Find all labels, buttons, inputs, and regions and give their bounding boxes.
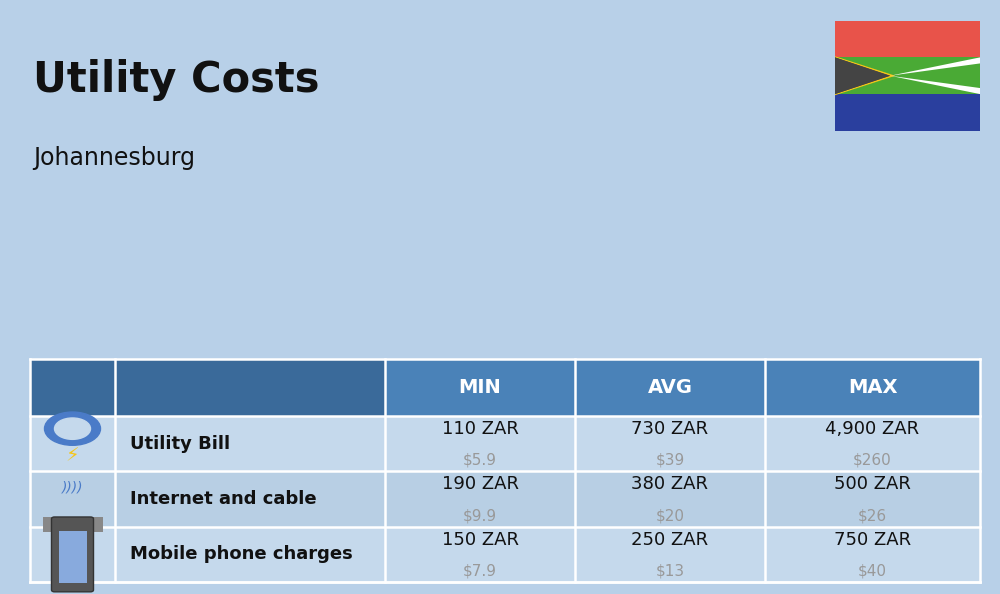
FancyBboxPatch shape: [52, 517, 94, 592]
Text: $26: $26: [858, 508, 887, 523]
Text: 190 ZAR: 190 ZAR: [442, 475, 518, 493]
Text: $39: $39: [655, 453, 685, 467]
Text: $260: $260: [853, 453, 892, 467]
Text: AVG: AVG: [647, 378, 692, 397]
Text: Utility Costs: Utility Costs: [33, 59, 320, 102]
Circle shape: [45, 412, 101, 446]
Text: 500 ZAR: 500 ZAR: [834, 475, 911, 493]
Text: $5.9: $5.9: [463, 453, 497, 467]
Text: 750 ZAR: 750 ZAR: [834, 530, 911, 548]
Text: 380 ZAR: 380 ZAR: [632, 475, 708, 493]
Polygon shape: [890, 76, 980, 94]
Text: Johannesburg: Johannesburg: [33, 146, 195, 169]
Text: Mobile phone charges: Mobile phone charges: [130, 545, 353, 563]
Text: 730 ZAR: 730 ZAR: [631, 420, 709, 438]
Text: MAX: MAX: [848, 378, 897, 397]
Polygon shape: [835, 56, 895, 95]
Polygon shape: [835, 58, 890, 94]
Text: $40: $40: [858, 564, 887, 579]
Polygon shape: [890, 58, 980, 76]
Text: $20: $20: [655, 508, 684, 523]
Polygon shape: [835, 94, 980, 131]
FancyBboxPatch shape: [43, 517, 103, 532]
Text: 250 ZAR: 250 ZAR: [631, 530, 709, 548]
Text: 110 ZAR: 110 ZAR: [442, 420, 518, 438]
Text: Internet and cable: Internet and cable: [130, 490, 317, 508]
Text: 4,900 ZAR: 4,900 ZAR: [825, 420, 920, 438]
Text: ⚡: ⚡: [66, 446, 79, 465]
Polygon shape: [835, 58, 890, 94]
FancyBboxPatch shape: [30, 359, 980, 416]
FancyBboxPatch shape: [30, 527, 980, 582]
FancyBboxPatch shape: [30, 416, 980, 471]
Text: )))): )))): [62, 480, 83, 494]
Polygon shape: [835, 21, 980, 58]
Text: $7.9: $7.9: [463, 564, 497, 579]
Text: $9.9: $9.9: [463, 508, 497, 523]
Text: $13: $13: [655, 564, 685, 579]
Polygon shape: [835, 58, 980, 94]
FancyBboxPatch shape: [30, 471, 980, 527]
FancyBboxPatch shape: [30, 359, 385, 416]
Text: Utility Bill: Utility Bill: [130, 435, 230, 453]
Circle shape: [55, 418, 91, 440]
FancyBboxPatch shape: [59, 530, 87, 583]
FancyBboxPatch shape: [835, 21, 980, 131]
Text: MIN: MIN: [459, 378, 501, 397]
Text: 150 ZAR: 150 ZAR: [442, 530, 518, 548]
